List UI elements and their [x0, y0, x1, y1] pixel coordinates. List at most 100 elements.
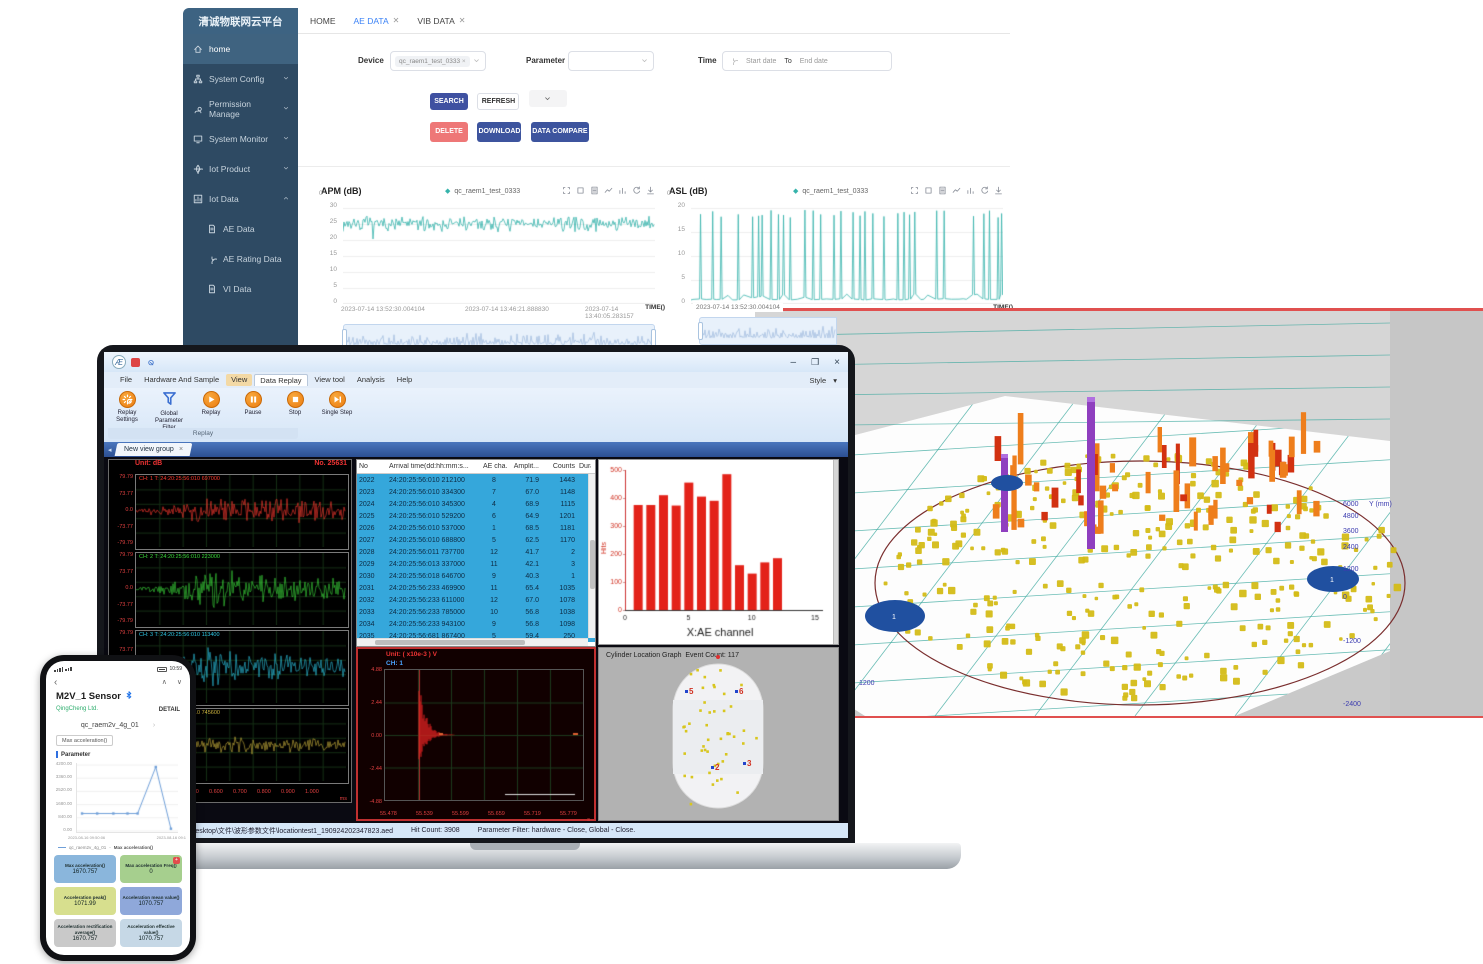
- metric-tile[interactable]: Acceleration rectification average() 1670…: [54, 919, 116, 947]
- column-header[interactable]: Counts: [552, 463, 575, 470]
- close-button[interactable]: ×: [834, 356, 840, 368]
- sidebar-item-system-config[interactable]: System Config: [183, 64, 298, 94]
- delete-button[interactable]: DELETE: [430, 121, 468, 142]
- search-button[interactable]: SEARCH: [430, 93, 468, 110]
- clear-icon[interactable]: [924, 186, 933, 195]
- bar-toggle-icon[interactable]: [966, 186, 975, 195]
- back-button[interactable]: ‹: [54, 676, 58, 688]
- ribbon-stop-button[interactable]: Stop: [276, 391, 314, 432]
- minimize-button[interactable]: –: [790, 356, 797, 368]
- search-icon[interactable]: [145, 353, 154, 371]
- dataview-icon[interactable]: [938, 186, 947, 195]
- brush-handle-left[interactable]: [698, 322, 703, 340]
- refresh-button[interactable]: REFRESH: [477, 93, 520, 110]
- device-chip[interactable]: qc_raem1_test_0333 ×: [395, 55, 470, 67]
- end-date-placeholder[interactable]: End date: [799, 57, 828, 65]
- selected-waveform-panel[interactable]: Unit: ( x10e-3 ) V CH: 1 4.88 2.44 0.00 -2.…: [356, 647, 596, 823]
- tab-vib-data[interactable]: VIB DATA ✕: [413, 8, 469, 33]
- sidebar-item-home[interactable]: home: [183, 34, 298, 64]
- collapse-icon[interactable]: ∧: [161, 679, 167, 686]
- location-3d-scene[interactable]: 1 1 6000 4800 3600 2400 1200 0 -1200 -2400 Y (mm) 1…: [754, 311, 1483, 716]
- expand-button[interactable]: [528, 90, 567, 107]
- menu-view[interactable]: View: [226, 374, 253, 386]
- table-row[interactable]: 2030 24:20:25:56:018 646700 9 40.3 1: [357, 570, 595, 582]
- table-vscrollbar[interactable]: [588, 474, 595, 638]
- detail-link[interactable]: DETAIL: [158, 707, 180, 713]
- table-row[interactable]: 2024 24:20:25:56:010 345300 4 68.9 1115: [357, 498, 595, 510]
- ribbon-single-step-button[interactable]: Single Step: [318, 391, 356, 432]
- parameter-select[interactable]: [568, 51, 654, 71]
- line-toggle-icon[interactable]: [952, 186, 961, 195]
- menu-analysis[interactable]: Analysis: [356, 375, 385, 384]
- time-range-input[interactable]: Start date To End date: [722, 51, 892, 71]
- metric-tile[interactable]: Acceleration effective value() 1070.757: [120, 919, 182, 947]
- table-row[interactable]: 2026 24:20:25:56:010 537000 1 68.5 1181: [357, 522, 595, 534]
- start-date-placeholder[interactable]: Start date: [746, 57, 777, 65]
- asl-brush[interactable]: [698, 317, 837, 345]
- quick-access-icon[interactable]: [131, 357, 140, 367]
- column-header[interactable]: AE cha...: [483, 463, 507, 470]
- data-compare-button[interactable]: DATA COMPARE: [530, 121, 589, 142]
- column-header[interactable]: Amplit...: [513, 463, 539, 470]
- restore-icon[interactable]: [632, 186, 641, 195]
- metric-tile[interactable]: Acceleration mean value() 1070.757: [120, 887, 182, 915]
- sidebar-item-system-monitor[interactable]: System Monitor: [183, 124, 298, 154]
- table-row[interactable]: 2032 24:20:25:56:233 611000 12 67.0 1078: [357, 594, 595, 606]
- expand-icon[interactable]: ∨: [176, 679, 182, 686]
- waveform-strip[interactable]: 79.79 73.77 0.0 -73.77 -79.79 CH: 2 T: 24:20:…: [111, 552, 349, 628]
- table-row[interactable]: 2033 24:20:25:56:233 785000 10 56.8 1038: [357, 606, 595, 618]
- menu-data-replay[interactable]: Data Replay: [254, 374, 308, 386]
- close-icon[interactable]: ✕: [458, 16, 466, 25]
- sidebar-item-iot-data[interactable]: Iot Data: [183, 184, 298, 214]
- menu-view-tool[interactable]: View tool: [314, 375, 345, 384]
- apm-legend[interactable]: ◆ qc_raem1_test_0333: [445, 187, 521, 196]
- download-icon[interactable]: [646, 186, 655, 195]
- table-row[interactable]: 2029 24:20:25:56:013 337000 11 42.1 3: [357, 558, 595, 570]
- device-row[interactable]: qc_raem2v_4g_01 ›: [80, 722, 156, 729]
- restore-icon[interactable]: [980, 186, 989, 195]
- line-toggle-icon[interactable]: [604, 186, 613, 195]
- view-tab[interactable]: New view group ×: [114, 443, 192, 456]
- table-row[interactable]: 2028 24:20:25:56:011 737700 12 41.7 2: [357, 546, 595, 558]
- hits-barchart-panel[interactable]: [598, 459, 839, 645]
- ribbon-replay-settings-button[interactable]: Replay Settings: [108, 391, 146, 432]
- ribbon-replay-button[interactable]: Replay: [192, 391, 230, 432]
- clear-icon[interactable]: [576, 186, 585, 195]
- menu-file[interactable]: File: [120, 375, 133, 384]
- device-select[interactable]: qc_raem1_test_0333 ×: [390, 51, 486, 71]
- close-icon[interactable]: ✕: [392, 16, 400, 25]
- ribbon-global-parameter-filter-button[interactable]: Global Parameter Filter: [150, 391, 188, 432]
- table-row[interactable]: 2027 24:20:25:56:010 688800 5 62.5 1170: [357, 534, 595, 546]
- dataview-icon[interactable]: [590, 186, 599, 195]
- column-header[interactable]: Dura: [579, 463, 591, 470]
- parameter-dropdown[interactable]: Max acceleration(): [56, 735, 114, 746]
- crop-icon[interactable]: [910, 186, 919, 195]
- style-menu[interactable]: Style ▾: [809, 375, 837, 385]
- bar-toggle-icon[interactable]: [618, 186, 627, 195]
- tab-ae-data[interactable]: AE DATA ✕: [350, 8, 404, 33]
- crop-icon[interactable]: [562, 186, 571, 195]
- table-row[interactable]: 2031 24:20:25:56:233 469900 11 65.4 1035: [357, 582, 595, 594]
- metric-tile[interactable]: Max acceleration() 1670.757: [54, 855, 116, 883]
- cylinder-location-panel[interactable]: Cylinder Location Graph Event Count: 117…: [598, 647, 839, 821]
- hits-table[interactable]: No Arrival time(dd:hh:mm:s... AE cha... Amp…: [356, 459, 596, 647]
- table-row[interactable]: 2022 24:20:25:56:010 212100 8 71.9 1443: [357, 474, 595, 486]
- panel-splitter[interactable]: [833, 460, 838, 644]
- sidebar-item-permission-manage[interactable]: Permission Manage: [183, 94, 298, 124]
- sidebar-item-ae-data[interactable]: AE Data: [183, 214, 298, 244]
- tab-home[interactable]: HOME: [306, 8, 340, 33]
- column-header[interactable]: Arrival time(dd:hh:mm:s...: [389, 463, 469, 470]
- download-icon[interactable]: [994, 186, 1003, 195]
- sidebar-item-iot-product[interactable]: Iot Product: [183, 154, 298, 184]
- sidebar-item-ae-rating-data[interactable]: AE Rating Data: [183, 244, 298, 274]
- tab-scroll-left[interactable]: ◂: [108, 446, 112, 454]
- column-header[interactable]: No: [359, 463, 368, 470]
- download-button[interactable]: DOWNLOAD: [477, 121, 522, 142]
- maximize-button[interactable]: ❒: [811, 356, 820, 367]
- table-row[interactable]: 2034 24:20:25:56:233 943100 9 56.8 1098: [357, 618, 595, 630]
- waveform-strip[interactable]: 79.79 73.77 0.0 -73.77 -79.79 CH: 1 T: 24:20:…: [111, 474, 349, 550]
- ribbon-pause-button[interactable]: Pause: [234, 391, 272, 432]
- menu-help[interactable]: Help: [396, 375, 413, 384]
- metric-tile[interactable]: Acceleration peak() 1071.99: [54, 887, 116, 915]
- close-icon[interactable]: ×: [178, 446, 183, 453]
